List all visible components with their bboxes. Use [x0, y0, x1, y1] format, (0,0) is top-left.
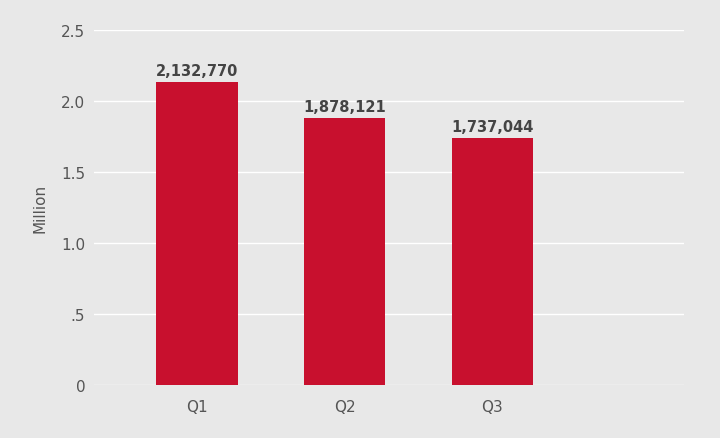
Bar [156, 83, 238, 385]
Text: 2,132,770: 2,132,770 [156, 64, 238, 79]
Bar [304, 119, 385, 385]
Bar [451, 139, 533, 385]
Text: 1,878,121: 1,878,121 [303, 100, 386, 115]
Y-axis label: Million: Million [32, 184, 48, 233]
Text: 1,737,044: 1,737,044 [451, 120, 534, 135]
